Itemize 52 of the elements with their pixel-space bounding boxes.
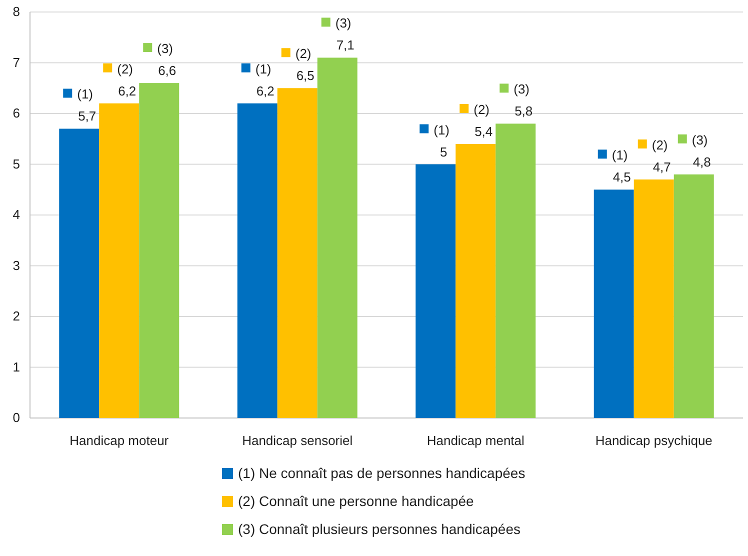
bar [416,164,456,418]
bar [139,83,180,418]
data-label: 6,2 [118,83,136,98]
annotation: (1) [255,61,272,76]
annotation: (1) [612,148,628,163]
data-label: 4,7 [652,159,671,174]
bar [674,174,714,418]
y-tick-label: 7 [12,54,20,70]
bar [99,103,140,418]
annotation: (2) [652,137,668,152]
y-tick-label: 2 [12,308,20,324]
data-label: 4,8 [692,154,711,170]
data-label: 6,5 [296,68,314,84]
legend-label: (1) Ne connaît pas de personnes handicapées [238,465,526,481]
annotation: (2) [474,102,490,117]
data-label: 5 [440,144,448,160]
data-label: 4,5 [612,170,631,185]
annotation: (3) [335,16,352,31]
bar [456,144,496,418]
annotation: (2) [295,46,312,62]
annotation: (3) [157,41,174,56]
annotation: (2) [117,61,134,76]
annotation: (3) [514,82,530,97]
bar [237,103,278,418]
x-tick-label: Handicap mental [426,433,525,448]
y-tick-label: 0 [12,410,20,425]
y-tick-label: 8 [12,4,20,19]
x-tick-label: Handicap psychique [595,433,712,448]
annotation: (3) [692,132,708,148]
x-tick-label: Handicap sensoriel [242,433,353,448]
bar [317,58,358,418]
y-tick-label: 6 [12,106,20,120]
data-label: 5,8 [514,104,533,119]
bar [594,190,634,418]
annotation: (1) [77,86,94,102]
y-tick-label: 3 [12,258,20,273]
data-label: 6,6 [158,63,176,78]
annotation: (1) [434,122,450,138]
bar [59,128,100,418]
data-label: 5,7 [78,108,96,124]
x-tick-label: Handicap moteur [70,433,170,448]
y-tick-label: 1 [12,359,20,374]
y-tick-label: 5 [12,156,20,172]
bar [277,88,318,418]
legend-label: (3) Connaît plusieurs personnes handicapées [238,521,521,537]
legend-label: (2) Connaît une personne handicapée [238,493,474,509]
bar [496,124,536,418]
data-label: 6,2 [256,83,274,98]
bar [634,179,674,418]
data-label: 5,4 [474,124,493,139]
y-tick-label: 4 [12,207,20,222]
data-label: 7,1 [336,38,354,53]
